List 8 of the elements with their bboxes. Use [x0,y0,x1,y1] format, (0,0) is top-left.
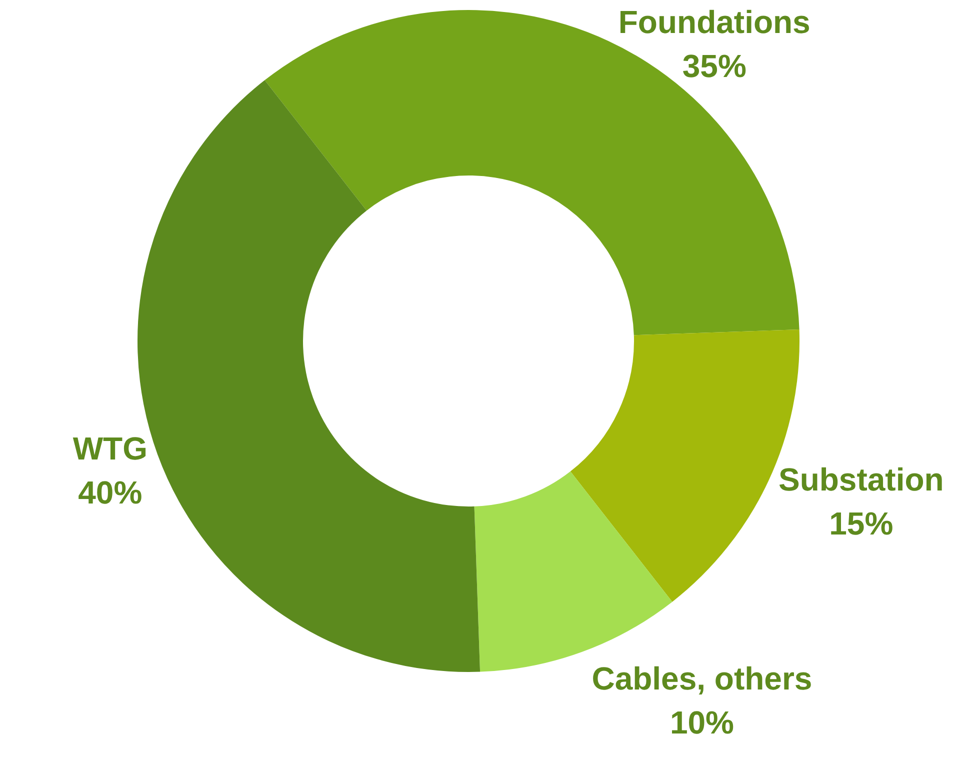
slice-label: Substation [778,462,944,498]
data-label: 15% [829,506,894,542]
slice-label: WTG [72,430,148,467]
slice-label: Foundations [618,4,810,40]
data-label: 35% [682,48,746,84]
data-label: 40% [78,474,142,511]
slice-label: Cables, others [592,660,812,697]
data-label: 10% [670,704,734,741]
